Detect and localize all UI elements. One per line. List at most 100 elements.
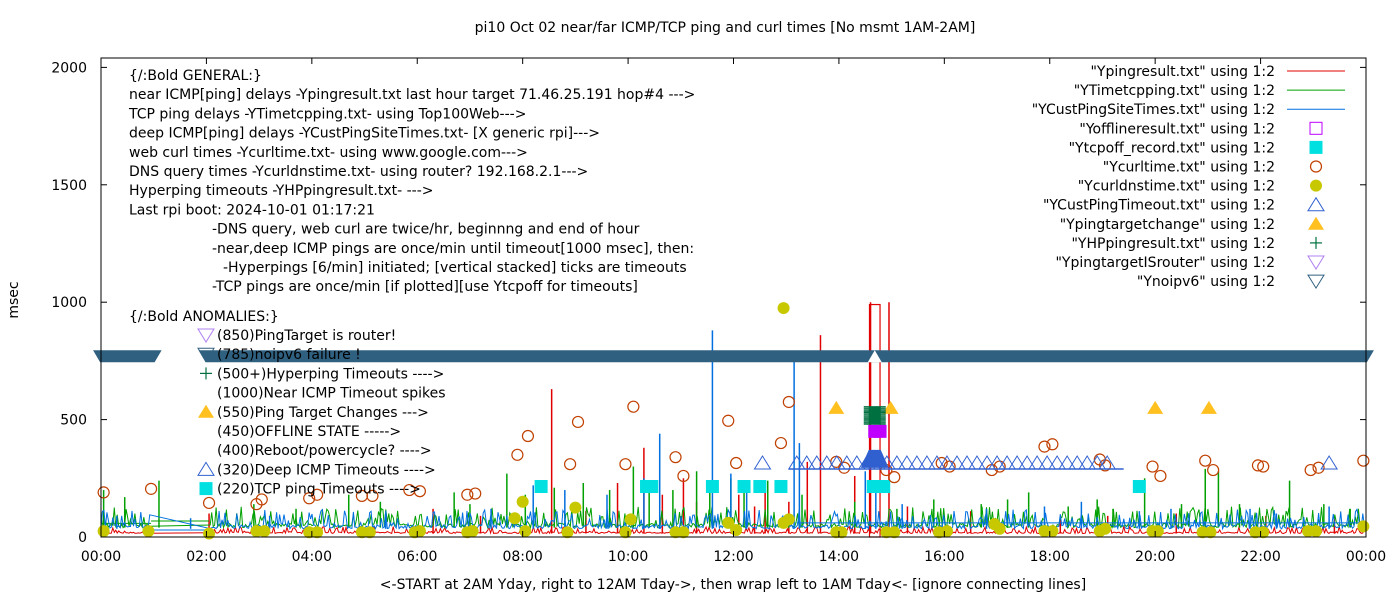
x-tick-label: 06:00	[397, 549, 437, 565]
data-point	[866, 480, 880, 494]
data-point	[466, 525, 479, 538]
legend-marker-swatch	[1309, 160, 1323, 173]
series-trace	[100, 508, 1367, 531]
data-point	[202, 496, 216, 510]
x-tick-label: 10:00	[608, 549, 648, 565]
data-point	[413, 485, 426, 498]
data-point	[413, 525, 426, 538]
data-point	[144, 482, 158, 495]
annotation-general-line: web curl times -Ycurltime.txt- using www…	[129, 145, 528, 161]
data-point	[1320, 455, 1338, 470]
series-ytcpoff_record	[534, 480, 1146, 494]
legend-marker-swatch	[1307, 255, 1325, 270]
x-tick-label: 04:00	[292, 549, 332, 565]
x-tick-label: 18:00	[1030, 549, 1070, 565]
x-tick-label: 08:00	[502, 549, 542, 565]
data-point	[624, 513, 637, 526]
annotation-anomaly-line: (500+)Hyperping Timeouts ---->	[217, 366, 444, 382]
data-point	[993, 522, 1006, 535]
legend-entry-label: "Ypingtargetchange" using 1:2	[1060, 217, 1275, 233]
y-tick-label: 0	[78, 530, 87, 546]
data-point	[1046, 525, 1059, 538]
data-point	[828, 400, 845, 414]
data-point	[730, 523, 743, 536]
data-point	[1257, 460, 1270, 473]
x-tick-label: 12:00	[713, 549, 753, 565]
data-point	[1200, 400, 1217, 414]
data-point	[564, 458, 577, 471]
data-point	[1038, 440, 1051, 453]
data-point	[677, 469, 690, 483]
annotation-general-line: -DNS query, web curl are twice/hr, begin…	[212, 222, 640, 238]
data-point	[461, 488, 474, 501]
data-point	[627, 400, 640, 413]
anomaly-marker-icon	[197, 347, 215, 363]
data-point	[1251, 459, 1265, 472]
y-tick-label: 1000	[51, 295, 87, 311]
x-tick-label: 16:00	[924, 549, 964, 565]
marker-layer	[97, 302, 1370, 540]
annotation-general-line: near ICMP[ping] delays -Ypingresult.txt …	[129, 87, 695, 103]
data-point	[1357, 454, 1370, 467]
annotation-general-line: -near,deep ICMP pings are once/min until…	[212, 241, 694, 257]
data-point	[722, 516, 735, 529]
annotation-anomaly-line: (785)noipv6 failure !	[217, 347, 361, 363]
legend-entry-label: "Ynoipv6" using 1:2	[1137, 274, 1275, 290]
data-point	[1304, 463, 1317, 477]
data-point	[1132, 480, 1146, 494]
data-point	[569, 501, 582, 514]
data-point	[669, 451, 682, 464]
annotation-anomaly-line: (850)PingTarget is router!	[217, 328, 396, 344]
annotation-general-line: -Hyperpings [6/min] initiated; [vertical…	[223, 260, 687, 276]
x-tick-label: 00:00	[81, 549, 121, 565]
series-ycurldnstime	[97, 302, 1370, 540]
annotation-anomalies-heading: {/:Bold ANOMALIES:}	[129, 309, 279, 325]
data-point	[1154, 469, 1167, 483]
data-point	[203, 527, 216, 540]
anomaly-marker-icon	[199, 482, 213, 496]
legend-entry-label: "Yofflineresult.txt" using 1:2	[1079, 121, 1275, 137]
data-point	[561, 526, 574, 539]
data-point	[753, 480, 767, 494]
data-point	[1357, 520, 1370, 533]
data-point	[753, 455, 772, 470]
data-point	[142, 525, 155, 538]
data-point	[311, 526, 324, 539]
legend-marker-swatch	[1308, 216, 1324, 230]
anomaly-marker-icon	[197, 328, 215, 343]
data-point	[366, 489, 379, 503]
series-yofflineresult	[868, 424, 887, 438]
data-point	[737, 480, 751, 494]
data-point	[508, 512, 521, 525]
noipv6-notch	[867, 350, 882, 363]
annotation-anomaly-line: (320)Deep ICMP Timeouts ---->	[217, 462, 436, 478]
hyperping-stack	[868, 406, 881, 425]
data-point	[1312, 461, 1325, 474]
x-tick-label: 20:00	[1135, 549, 1175, 565]
data-point	[774, 436, 788, 450]
annotation-anomaly-line: (220)TCP ping Timeouts ---->	[217, 482, 421, 498]
annotation-anomaly-line: (400)Reboot/powercycle? ---->	[217, 443, 432, 459]
y-tick-label: 500	[60, 413, 87, 429]
data-point	[97, 486, 110, 499]
data-point	[677, 526, 690, 539]
data-point	[619, 458, 632, 471]
series-yhppingresult	[863, 406, 886, 425]
data-point	[1309, 525, 1322, 538]
legend-marker-swatch	[1307, 196, 1325, 212]
data-point	[1199, 454, 1212, 467]
data-point	[1147, 400, 1164, 414]
data-point	[782, 513, 795, 526]
data-point	[469, 487, 482, 500]
annotation-general-line: Hyperping timeouts -YHPpingresult.txt- -…	[129, 183, 434, 199]
data-point	[1204, 526, 1217, 539]
annotation-general-line: Last rpi boot: 2024-10-01 01:17:21	[129, 202, 375, 218]
legend-entry-label: "Ypingresult.txt" using 1:2	[1090, 64, 1275, 80]
stacked-timeout-cluster	[860, 449, 889, 468]
data-point	[511, 448, 524, 461]
legend-entry-label: "YCustPingTimeout.txt" using 1:2	[1043, 198, 1275, 214]
data-point	[940, 525, 953, 538]
x-axis-label: <-START at 2AM Yday, right to 12AM Tday-…	[380, 577, 1086, 593]
data-point	[97, 525, 110, 538]
data-point	[722, 414, 735, 427]
